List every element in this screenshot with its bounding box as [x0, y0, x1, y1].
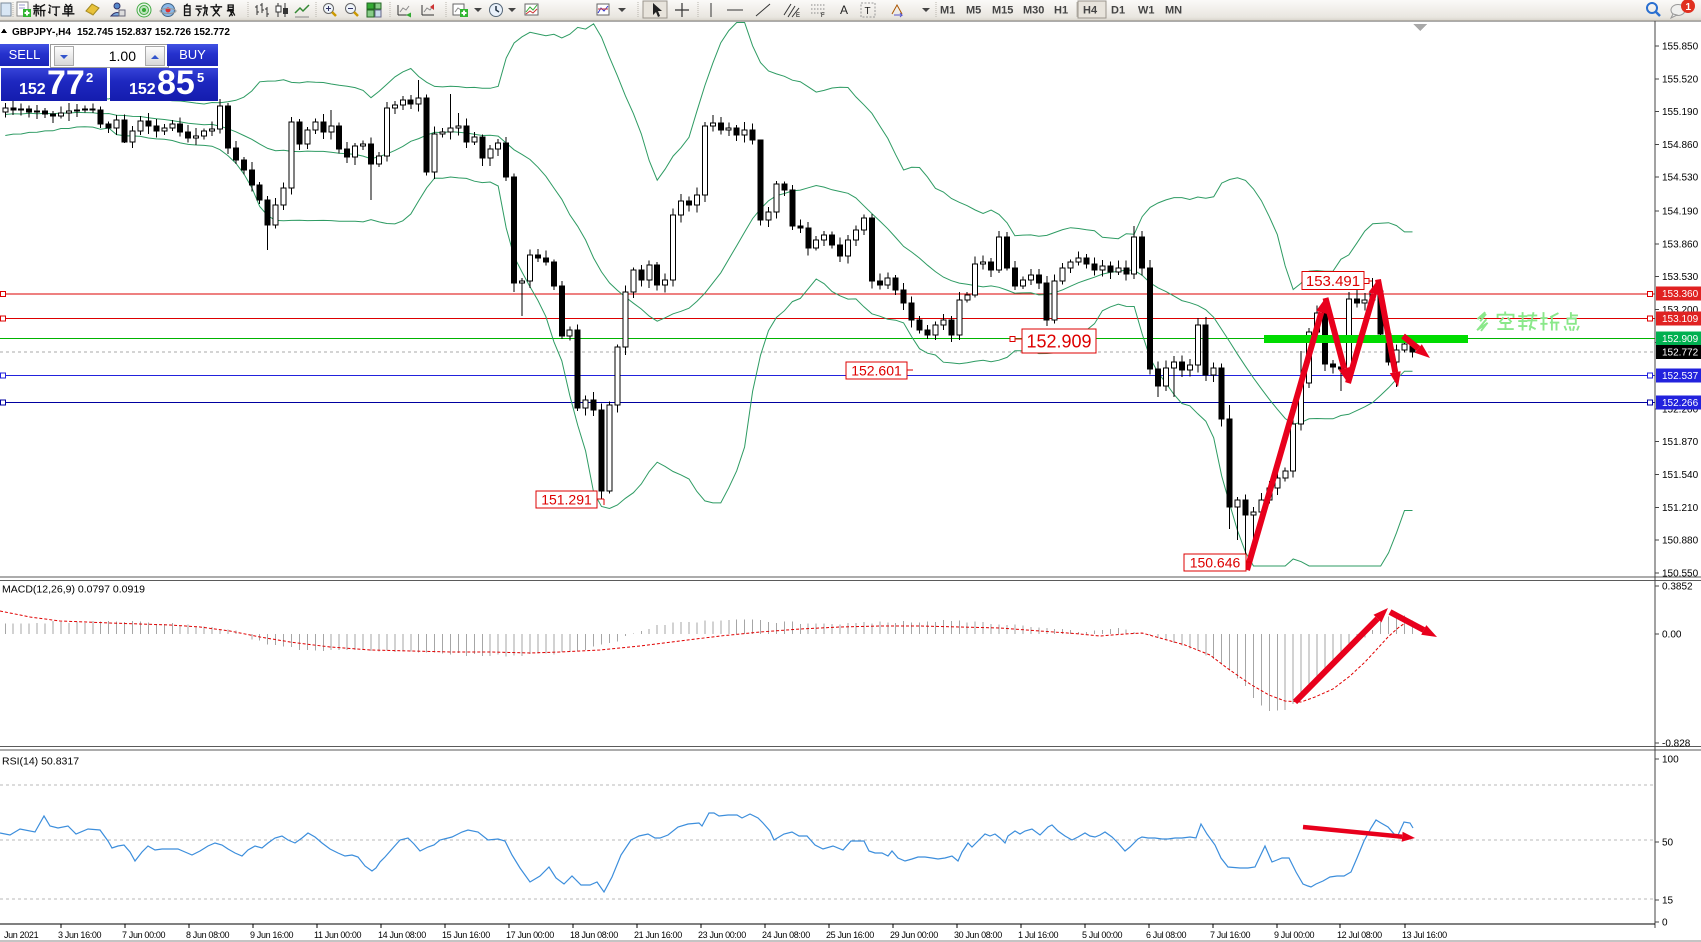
svg-text:7 Jun 00:00: 7 Jun 00:00: [122, 930, 166, 940]
svg-text:MACD(12,26,9) 0.0797 0.0919: MACD(12,26,9) 0.0797 0.0919: [2, 584, 145, 596]
svg-text:29 Jun 00:00: 29 Jun 00:00: [890, 930, 938, 940]
svg-text:100: 100: [1662, 755, 1679, 766]
svg-text:M1: M1: [940, 5, 955, 17]
svg-text:W1: W1: [1138, 5, 1155, 17]
svg-text:9 Jun 16:00: 9 Jun 16:00: [250, 930, 294, 940]
svg-text:A: A: [840, 3, 848, 17]
svg-text:154.860: 154.860: [1662, 140, 1699, 151]
svg-text:25 Jun 16:00: 25 Jun 16:00: [826, 930, 874, 940]
svg-text:9 Jul 00:00: 9 Jul 00:00: [1274, 930, 1315, 940]
svg-text:152.772: 152.772: [1662, 348, 1699, 359]
svg-text:1 Jul 16:00: 1 Jul 16:00: [1018, 930, 1059, 940]
svg-text:152.745 152.837 152.726 152.77: 152.745 152.837 152.726 152.772: [77, 27, 230, 38]
svg-text:15: 15: [1662, 896, 1674, 907]
svg-text:155.850: 155.850: [1662, 42, 1699, 53]
svg-text:152.200: 152.200: [1662, 404, 1699, 415]
svg-text:14 Jun 08:00: 14 Jun 08:00: [378, 930, 426, 940]
svg-text:154.190: 154.190: [1662, 207, 1699, 218]
svg-text:155.520: 155.520: [1662, 74, 1699, 85]
svg-text:152.537: 152.537: [1662, 371, 1699, 382]
svg-text:50: 50: [1662, 838, 1674, 849]
svg-text:D1: D1: [1111, 5, 1125, 17]
svg-text:152.909: 152.909: [1662, 334, 1699, 345]
svg-text:153.360: 153.360: [1662, 289, 1699, 300]
svg-text:150.880: 150.880: [1662, 536, 1699, 547]
svg-text:MN: MN: [1165, 5, 1182, 17]
svg-text:M15: M15: [992, 5, 1013, 17]
svg-text:153.109: 153.109: [1662, 314, 1699, 325]
svg-text:153.200: 153.200: [1662, 305, 1699, 316]
svg-text:0.3852: 0.3852: [1662, 582, 1693, 593]
svg-text:151.540: 151.540: [1662, 470, 1699, 481]
svg-text:0.00: 0.00: [1662, 630, 1682, 641]
svg-text:8 Jun 08:00: 8 Jun 08:00: [186, 930, 230, 940]
svg-text:30 Jun 08:00: 30 Jun 08:00: [954, 930, 1002, 940]
svg-text:151.210: 151.210: [1662, 503, 1699, 514]
svg-text:M30: M30: [1023, 5, 1044, 17]
svg-text:1: 1: [1686, 2, 1692, 13]
svg-text:11 Jun 00:00: 11 Jun 00:00: [314, 930, 362, 940]
svg-text:21 Jun 16:00: 21 Jun 16:00: [634, 930, 682, 940]
svg-text:155.190: 155.190: [1662, 107, 1699, 118]
svg-text:5 Jul 00:00: 5 Jul 00:00: [1082, 930, 1123, 940]
svg-text:7 Jul 16:00: 7 Jul 16:00: [1210, 930, 1251, 940]
svg-text:13 Jul 16:00: 13 Jul 16:00: [1402, 930, 1447, 940]
svg-text:154.530: 154.530: [1662, 173, 1699, 184]
svg-text:18 Jun 08:00: 18 Jun 08:00: [570, 930, 618, 940]
svg-text:17 Jun 00:00: 17 Jun 00:00: [506, 930, 554, 940]
svg-text:12 Jul 08:00: 12 Jul 08:00: [1337, 930, 1382, 940]
svg-text:H1: H1: [1054, 5, 1068, 17]
svg-text:T: T: [865, 6, 871, 17]
svg-text:H4: H4: [1083, 5, 1098, 17]
svg-text:F: F: [821, 13, 825, 19]
svg-text:Jun 2021: Jun 2021: [4, 930, 39, 940]
svg-text:0: 0: [1662, 918, 1668, 929]
svg-text:15 Jun 16:00: 15 Jun 16:00: [442, 930, 490, 940]
svg-text:6 Jul 08:00: 6 Jul 08:00: [1146, 930, 1187, 940]
svg-text:24 Jun 08:00: 24 Jun 08:00: [762, 930, 810, 940]
svg-text:GBPJPY-,H4: GBPJPY-,H4: [12, 27, 71, 38]
svg-text:151.291: 151.291: [541, 492, 592, 508]
svg-text:151.870: 151.870: [1662, 437, 1699, 448]
svg-text:153.530: 153.530: [1662, 272, 1699, 283]
svg-text:23 Jun 00:00: 23 Jun 00:00: [698, 930, 746, 940]
svg-text:150.646: 150.646: [1190, 555, 1241, 571]
svg-text:150.550: 150.550: [1662, 569, 1699, 580]
svg-text:M5: M5: [966, 5, 981, 17]
svg-text:-0.828: -0.828: [1662, 739, 1691, 750]
svg-text:E: E: [796, 13, 800, 19]
svg-text:153.491: 153.491: [1306, 273, 1360, 290]
svg-text:RSI(14) 50.8317: RSI(14) 50.8317: [2, 756, 79, 768]
svg-text:153.860: 153.860: [1662, 239, 1699, 250]
svg-text:152.266: 152.266: [1662, 398, 1699, 409]
svg-text:3 Jun 16:00: 3 Jun 16:00: [58, 930, 102, 940]
svg-text:152.909: 152.909: [1026, 332, 1091, 352]
svg-text:152.601: 152.601: [851, 363, 902, 379]
